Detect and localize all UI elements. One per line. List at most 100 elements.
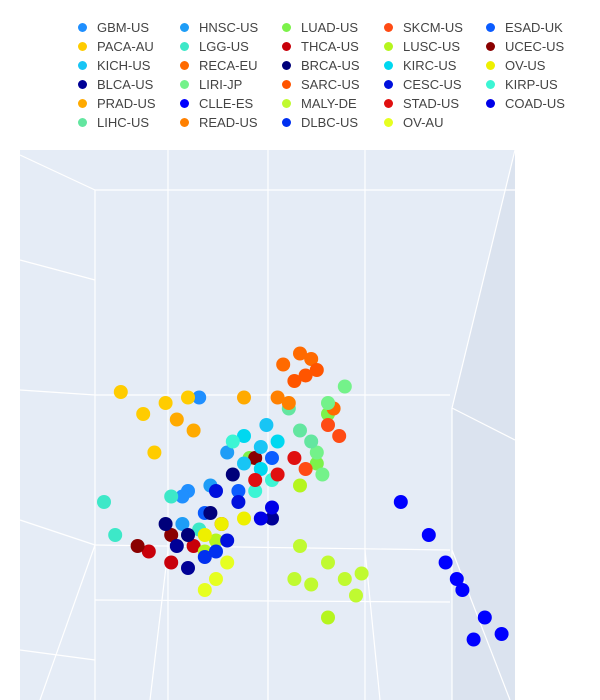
data-point[interactable] xyxy=(253,440,268,454)
data-point[interactable] xyxy=(181,561,195,575)
legend-item[interactable]: PRAD-US xyxy=(78,94,156,113)
legend-item[interactable]: LUSC-US xyxy=(384,37,460,56)
data-point[interactable] xyxy=(259,418,274,432)
data-point[interactable] xyxy=(298,368,313,383)
data-point[interactable] xyxy=(287,451,302,465)
data-point[interactable] xyxy=(270,390,285,405)
data-point[interactable] xyxy=(164,489,179,504)
data-point[interactable] xyxy=(175,489,190,504)
data-point[interactable] xyxy=(321,610,335,625)
legend-item[interactable]: CLLE-ES xyxy=(180,94,253,113)
data-point[interactable] xyxy=(220,445,235,460)
data-point[interactable] xyxy=(270,467,285,482)
data-point[interactable] xyxy=(309,363,324,377)
data-point[interactable] xyxy=(293,346,307,361)
data-point[interactable] xyxy=(321,418,335,432)
data-point[interactable] xyxy=(113,385,128,399)
data-point[interactable] xyxy=(209,484,223,498)
data-point[interactable] xyxy=(287,374,302,388)
data-point[interactable] xyxy=(354,566,369,581)
legend-item[interactable]: BLCA-US xyxy=(78,75,153,94)
data-point[interactable] xyxy=(248,451,263,465)
legend-item[interactable]: STAD-US xyxy=(384,94,459,113)
data-point[interactable] xyxy=(276,357,291,372)
data-point[interactable] xyxy=(164,555,179,570)
legend-item[interactable]: KICH-US xyxy=(78,56,150,75)
legend-item[interactable]: RECA-EU xyxy=(180,56,258,75)
data-point[interactable] xyxy=(270,434,285,449)
data-point[interactable] xyxy=(332,429,347,443)
data-point[interactable] xyxy=(449,572,464,586)
legend-item[interactable]: LUAD-US xyxy=(282,18,358,37)
legend-item[interactable]: GBM-US xyxy=(78,18,149,37)
data-point[interactable] xyxy=(293,478,307,493)
data-point[interactable] xyxy=(293,423,307,438)
legend-item[interactable]: ESAD-UK xyxy=(486,18,563,37)
data-point[interactable] xyxy=(197,550,212,564)
data-point[interactable] xyxy=(315,467,330,482)
data-point[interactable] xyxy=(130,539,145,553)
data-point[interactable] xyxy=(253,462,268,476)
data-point[interactable] xyxy=(265,500,279,515)
data-point[interactable] xyxy=(309,456,324,471)
data-point[interactable] xyxy=(169,412,184,427)
data-point[interactable] xyxy=(237,390,251,405)
data-point[interactable] xyxy=(225,434,240,449)
data-point[interactable] xyxy=(455,583,470,597)
legend-item[interactable]: CESC-US xyxy=(384,75,462,94)
data-point[interactable] xyxy=(197,528,212,542)
data-point[interactable] xyxy=(231,484,246,498)
legend-item[interactable]: OV-AU xyxy=(384,113,443,132)
data-point[interactable] xyxy=(309,445,324,460)
data-point[interactable] xyxy=(220,555,235,570)
data-point[interactable] xyxy=(477,610,492,625)
data-point[interactable] xyxy=(304,577,319,592)
scatter-3d-plot[interactable] xyxy=(0,140,600,700)
data-point[interactable] xyxy=(214,517,229,531)
data-point[interactable] xyxy=(293,539,307,553)
data-point[interactable] xyxy=(265,511,279,526)
legend-item[interactable]: COAD-US xyxy=(486,94,565,113)
data-point[interactable] xyxy=(186,539,201,553)
data-point[interactable] xyxy=(438,555,453,570)
data-point[interactable] xyxy=(304,352,319,366)
legend-item[interactable]: THCA-US xyxy=(282,37,359,56)
data-point[interactable] xyxy=(147,445,162,460)
legend-item[interactable]: KIRC-US xyxy=(384,56,456,75)
legend-item[interactable]: HNSC-US xyxy=(180,18,258,37)
legend-item[interactable]: SARC-US xyxy=(282,75,360,94)
data-point[interactable] xyxy=(237,511,251,526)
data-point[interactable] xyxy=(169,539,184,553)
legend-item[interactable]: SKCM-US xyxy=(384,18,463,37)
data-point[interactable] xyxy=(209,544,223,559)
data-point[interactable] xyxy=(287,572,302,586)
data-point[interactable] xyxy=(181,528,195,542)
data-point[interactable] xyxy=(164,528,179,542)
data-point[interactable] xyxy=(220,533,235,548)
legend-item[interactable]: PACA-AU xyxy=(78,37,154,56)
data-point[interactable] xyxy=(108,528,123,542)
data-point[interactable] xyxy=(298,462,313,476)
data-point[interactable] xyxy=(158,396,173,410)
legend-item[interactable]: KIRP-US xyxy=(486,75,558,94)
data-point[interactable] xyxy=(281,396,296,410)
legend-item[interactable]: LGG-US xyxy=(180,37,249,56)
data-point[interactable] xyxy=(337,572,352,586)
data-point[interactable] xyxy=(97,495,111,509)
data-point[interactable] xyxy=(321,396,335,410)
legend-item[interactable]: READ-US xyxy=(180,113,258,132)
data-point[interactable] xyxy=(265,451,279,465)
data-point[interactable] xyxy=(237,429,251,443)
data-point[interactable] xyxy=(248,473,263,487)
data-point[interactable] xyxy=(304,434,319,449)
data-point[interactable] xyxy=(203,506,218,520)
legend-item[interactable]: UCEC-US xyxy=(486,37,564,56)
data-point[interactable] xyxy=(349,588,363,603)
data-point[interactable] xyxy=(197,583,212,597)
data-point[interactable] xyxy=(494,627,509,641)
data-point[interactable] xyxy=(253,511,268,526)
legend-item[interactable]: MALY-DE xyxy=(282,94,357,113)
data-point[interactable] xyxy=(237,456,251,471)
data-point[interactable] xyxy=(175,517,190,531)
legend-item[interactable]: OV-US xyxy=(486,56,545,75)
